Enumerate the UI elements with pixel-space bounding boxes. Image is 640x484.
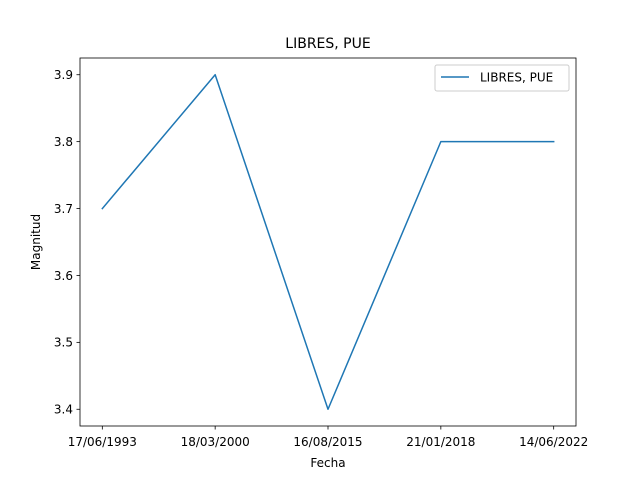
y-tick-label: 3.5 (54, 336, 73, 350)
y-tick-label: 3.9 (54, 68, 73, 82)
plot-frame (79, 57, 577, 427)
y-tick-label: 3.8 (54, 135, 73, 149)
x-axis-ticks: 17/06/1993 18/03/2000 16/08/2015 21/01/2018… (68, 426, 588, 449)
x-tick-label: 17/06/1993 (68, 435, 137, 449)
series-line (101, 73, 555, 411)
x-tick-label: 16/08/2015 (293, 435, 362, 449)
legend: LIBRES, PUE (434, 64, 570, 92)
y-tick-label: 3.6 (54, 269, 73, 283)
x-axis-label: Fecha (310, 456, 345, 470)
x-tick-label: 21/01/2018 (406, 435, 475, 449)
x-tick-label: 14/06/2022 (519, 435, 588, 449)
legend-label: LIBRES, PUE (480, 71, 553, 85)
y-tick-label: 3.4 (54, 403, 73, 417)
x-tick-label: 18/03/2000 (181, 435, 250, 449)
y-axis-ticks: 3.4 3.5 3.6 3.7 3.8 3.9 (54, 68, 80, 417)
chart-title: LIBRES, PUE (285, 36, 370, 52)
legend-box (434, 64, 570, 92)
y-axis-label: Magnitud (29, 214, 43, 270)
y-tick-label: 3.7 (54, 202, 73, 216)
